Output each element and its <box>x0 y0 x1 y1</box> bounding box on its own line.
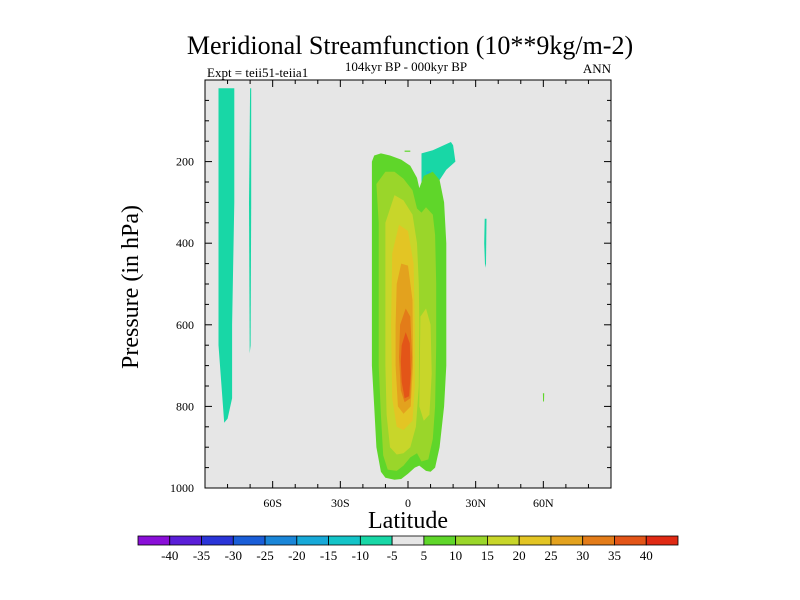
contour-neg-5-nh-spot <box>484 218 487 268</box>
x-axis-label: Latitude <box>368 508 448 534</box>
experiment-label: Expt = teii51-teiia1 <box>207 65 308 80</box>
colorbar-box <box>582 535 615 546</box>
colorbar-label: 20 <box>513 548 526 563</box>
colorbar-label: -40 <box>161 548 178 563</box>
colorbar-label: -10 <box>352 548 369 563</box>
colorbar-box <box>391 535 425 546</box>
colorbar-box <box>201 535 234 546</box>
colorbar-box <box>169 535 202 546</box>
colorbar-label: -30 <box>225 548 242 563</box>
contour-neg-5-strip-thin <box>249 88 252 354</box>
colorbar-label: 5 <box>421 548 428 563</box>
y-tick-label: 1000 <box>170 481 194 495</box>
x-axis: 60S 30S 0 30N 60N <box>227 80 589 510</box>
y-axis-label: Pressure (in hPa) <box>118 205 144 369</box>
y-axis: 200 400 600 800 1000 <box>170 99 611 495</box>
colorbar-box <box>423 535 457 546</box>
colorbar-label: -5 <box>387 548 398 563</box>
colorbar-box <box>137 535 171 546</box>
colorbar-box <box>550 535 584 546</box>
colorbar-label: 15 <box>481 548 494 563</box>
colorbar-box <box>264 535 298 546</box>
contour-layer <box>218 88 545 480</box>
chart-title: Meridional Streamfunction (10**9kg/m-2) <box>187 31 633 60</box>
colorbar-label: -20 <box>288 548 305 563</box>
x-tick-label: 30S <box>331 496 350 510</box>
colorbar-box <box>518 535 552 546</box>
colorbar-label: 30 <box>576 548 589 563</box>
contour-pos-35 <box>400 332 411 399</box>
y-tick-label: 800 <box>176 399 194 413</box>
colorbar-box <box>232 535 266 546</box>
contour-pos-15-lobe <box>419 308 432 421</box>
season-label: ANN <box>583 61 612 76</box>
colorbar-label: 25 <box>544 548 557 563</box>
chart-subtitle: 104kyr BP - 000kyr BP <box>345 59 467 74</box>
colorbar-box <box>487 535 520 546</box>
colorbar-label: -35 <box>193 548 210 563</box>
y-tick-label: 600 <box>176 318 194 332</box>
contour-pos-5-spot <box>404 150 411 152</box>
x-tick-label: 60S <box>263 496 282 510</box>
colorbar-box <box>614 535 647 546</box>
colorbar-label: 35 <box>608 548 621 563</box>
colorbar-box <box>359 535 393 546</box>
colorbar-box <box>328 535 361 546</box>
colorbar-label: 40 <box>640 548 653 563</box>
colorbar-label: 10 <box>449 548 462 563</box>
colorbar-box <box>455 535 488 546</box>
contour-pos-5-sh-dot <box>542 393 545 402</box>
colorbar-label: -15 <box>320 548 337 563</box>
y-tick-label: 400 <box>176 236 194 250</box>
y-tick-label: 200 <box>176 155 194 169</box>
x-tick-label: 30N <box>465 496 486 510</box>
colorbar-box <box>645 535 679 546</box>
x-tick-label: 0 <box>405 496 411 510</box>
colorbar-label: -25 <box>256 548 273 563</box>
contour-neg-5-strip-wide <box>218 88 235 423</box>
x-tick-label: 60N <box>533 496 554 510</box>
colorbar: -40 -35 -30 -25 -20 -15 -10 -5 5 10 15 20 25 30 35 40 <box>137 535 679 563</box>
colorbar-box <box>296 535 329 546</box>
